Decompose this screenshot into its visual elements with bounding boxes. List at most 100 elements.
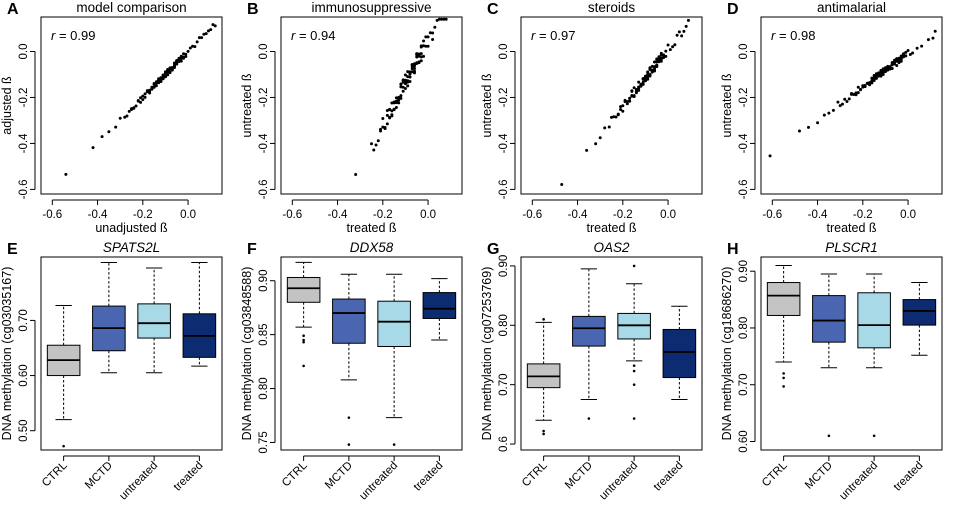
x-tick-label: -0.2 <box>613 209 633 221</box>
scatter-point <box>877 74 881 78</box>
scatter-point <box>127 109 131 113</box>
scatter-point <box>621 104 625 108</box>
scatter-point <box>136 99 140 103</box>
scatter-point <box>628 99 632 103</box>
scatter-point <box>410 70 414 74</box>
scatter-point <box>166 67 170 71</box>
scatter-point <box>193 45 197 49</box>
scatter-point <box>399 96 403 100</box>
x-tick-label: -0.2 <box>373 209 393 221</box>
scatter-point <box>401 85 405 89</box>
scatter-point <box>204 32 208 36</box>
scatter-point <box>175 59 179 63</box>
scatter-point <box>383 126 387 130</box>
category-label: untreated <box>837 460 880 503</box>
y-axis-label: DNA methylation (cg03035167) <box>0 267 14 441</box>
outlier-point <box>542 432 545 436</box>
scatter-point <box>403 87 407 91</box>
outlier-point <box>632 264 636 268</box>
outlier-point <box>542 429 545 433</box>
scatter-point <box>585 148 589 152</box>
outlier-point <box>302 334 305 338</box>
panel-letter: C <box>487 1 499 18</box>
outlier-point <box>782 372 785 375</box>
scatter-point <box>892 62 896 66</box>
box-treated <box>182 262 217 367</box>
y-tick-label: 0.80 <box>258 377 270 399</box>
x-axis: CTRL MCTD untreated treated <box>520 455 685 502</box>
scatter-point <box>211 23 215 27</box>
box-body <box>902 299 937 326</box>
scatter-point <box>879 74 883 78</box>
scatter-point <box>625 102 629 106</box>
panel-letter: A <box>7 1 19 18</box>
y-tick-label: -0.6 <box>258 179 270 199</box>
scatter-point <box>132 106 136 110</box>
correlation-symbol: r <box>51 28 56 43</box>
y-tick-label: 0.6 <box>498 436 510 452</box>
scatter-point <box>603 126 607 130</box>
scatter-point <box>419 44 423 48</box>
scatter-point <box>426 35 430 39</box>
panel-title: antimalarial <box>817 0 886 15</box>
scatter-point <box>403 78 407 82</box>
scatter-point <box>161 75 165 79</box>
scatter-point <box>150 85 154 89</box>
scatter-point <box>401 89 405 93</box>
scatter-point <box>202 32 206 36</box>
scatter-point <box>392 108 396 112</box>
scatter-point <box>870 76 874 80</box>
outlier-point <box>632 369 636 373</box>
outlier-point <box>347 443 351 446</box>
scatter-point <box>437 17 441 21</box>
scatter-point <box>374 143 378 147</box>
scatter-point <box>881 71 885 75</box>
scatter-point <box>412 64 416 68</box>
x-tick-label: -0.6 <box>42 209 62 221</box>
scatter-point <box>157 78 161 82</box>
scatter-point <box>895 57 899 61</box>
scatter-point <box>816 121 820 125</box>
outlier-point <box>347 416 351 419</box>
plot-frame <box>40 16 223 195</box>
scatter-point <box>141 98 145 102</box>
scatter-point <box>664 54 668 58</box>
scatter-point <box>399 85 403 89</box>
y-axis: 0.50 0.60 0.70 DNA methylation (cg03035167) <box>0 267 36 442</box>
scatter-point <box>877 71 881 75</box>
scatter-point <box>163 71 167 75</box>
scatter-point <box>410 67 414 71</box>
scatter-point <box>159 79 163 83</box>
y-axis-label: untreated ß <box>480 73 494 137</box>
scatter-point <box>872 74 876 78</box>
scatter-point <box>399 94 403 98</box>
scatter-point <box>152 81 156 85</box>
scatter-point <box>836 100 840 104</box>
scatter-point <box>872 76 876 80</box>
y-tick-label: -0.6 <box>498 179 510 199</box>
outlier-point <box>302 338 305 342</box>
x-tick-label: -0.4 <box>88 209 108 221</box>
scatter-point <box>634 87 638 91</box>
scatter-point <box>431 31 435 35</box>
scatter-point <box>926 38 930 42</box>
y-tick-label: 0.80 <box>738 317 750 339</box>
box-body <box>812 295 846 343</box>
scatter-point <box>157 81 161 85</box>
scatter-point <box>648 67 652 71</box>
scatter-point <box>406 84 410 88</box>
scatter-point <box>209 28 213 32</box>
y-tick-label: -0.2 <box>18 88 30 108</box>
scatter-point <box>637 80 641 84</box>
gene-title: PLSCR1 <box>825 240 878 255</box>
panel-letter: G <box>487 241 499 258</box>
scatter-point <box>403 73 407 77</box>
scatter-point <box>419 55 423 59</box>
scatter-point <box>807 125 811 129</box>
scatter-point <box>623 100 627 104</box>
scatter-point <box>911 51 915 55</box>
scatter-point <box>415 61 419 65</box>
